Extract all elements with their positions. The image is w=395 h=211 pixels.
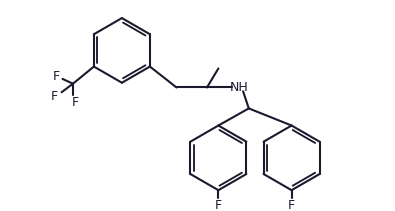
Text: F: F bbox=[71, 96, 79, 109]
Text: F: F bbox=[215, 199, 222, 211]
Text: F: F bbox=[52, 70, 59, 83]
Text: F: F bbox=[288, 199, 295, 211]
Text: F: F bbox=[51, 91, 58, 104]
Text: NH: NH bbox=[230, 81, 249, 94]
